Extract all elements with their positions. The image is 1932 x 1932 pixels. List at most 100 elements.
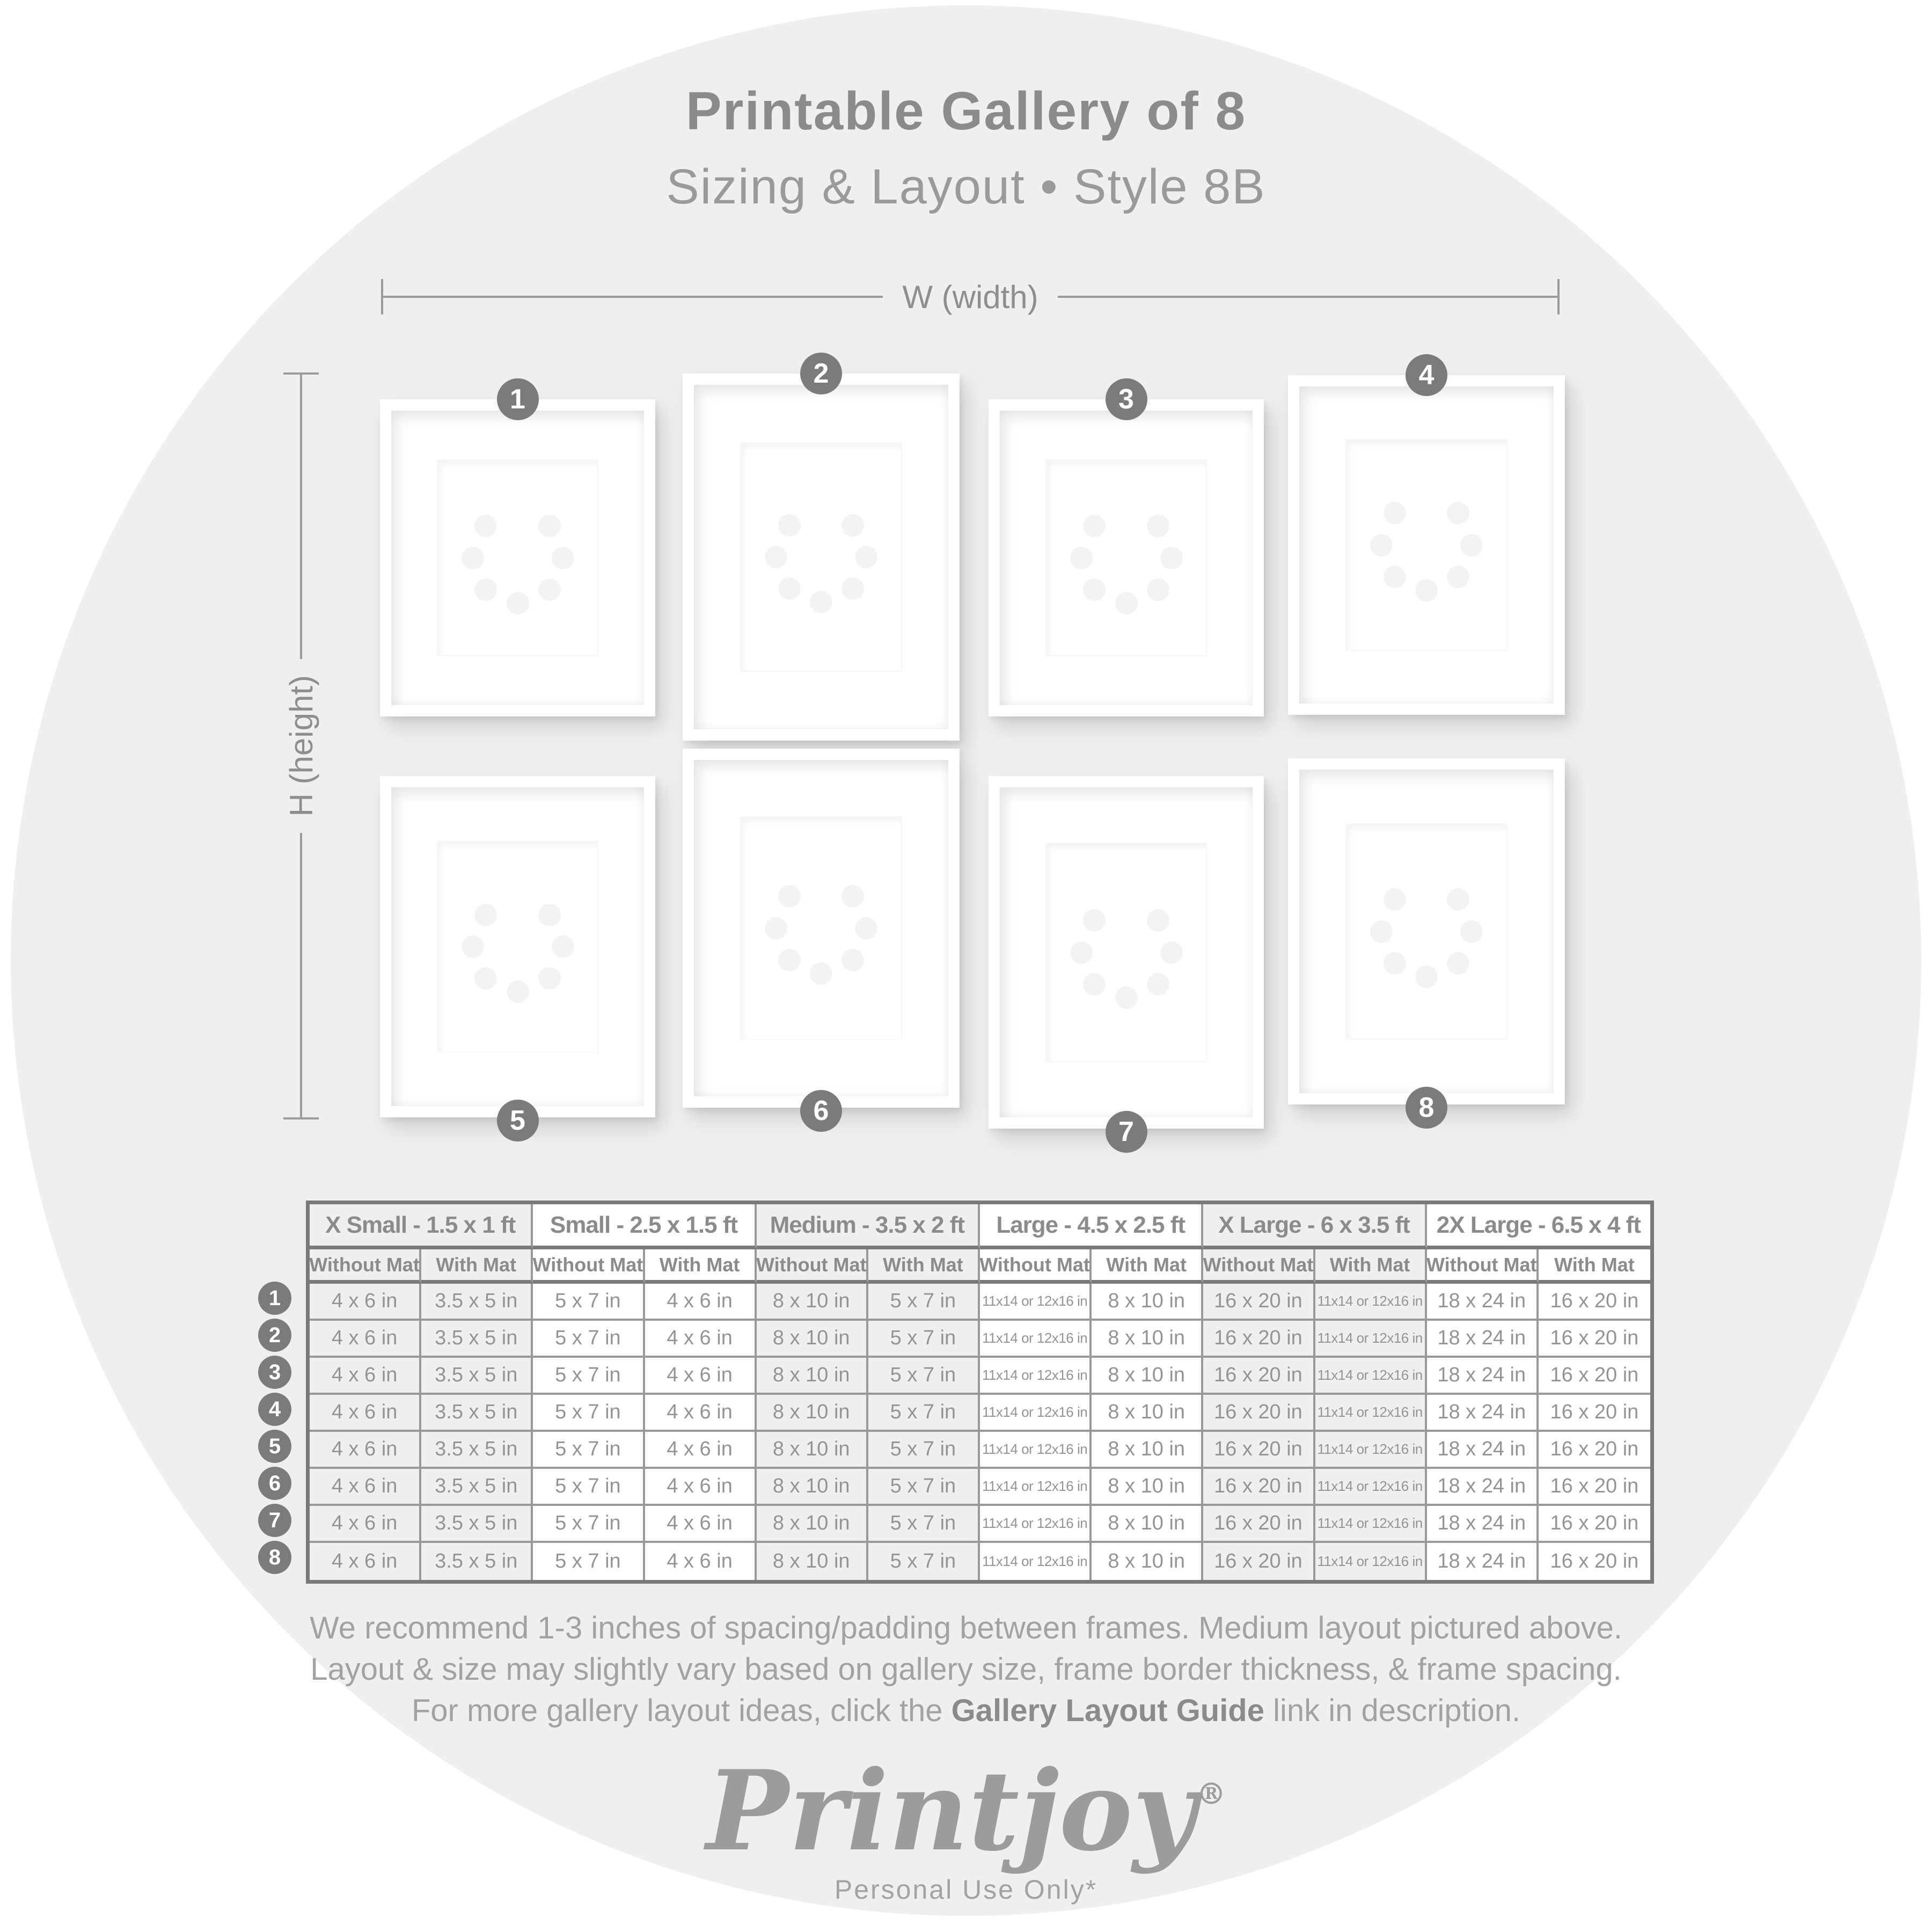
page-title: Printable Gallery of 8 [685,81,1247,141]
mat-subheader: Without Mat [980,1249,1092,1284]
size-cell: 3.5 x 5 in [421,1284,533,1321]
size-cell: 11x14 or 12x16 in [1315,1395,1427,1432]
placeholder-dot [855,917,877,940]
placeholder-dot [1370,920,1393,943]
mat-opening [1346,440,1507,650]
frame-number-badge: 2 [800,353,842,394]
size-cell: 5 x 7 in [533,1432,645,1469]
frame-number-badge: 6 [800,1090,842,1132]
gallery-frame-1: 1 [380,378,655,716]
frame-mat [1299,386,1554,704]
size-cell: 18 x 24 in [1426,1358,1539,1395]
size-cell: 5 x 7 in [868,1395,980,1432]
size-group-header: X Small - 1.5 x 1 ft [310,1204,533,1249]
placeholder-dot [1160,941,1183,964]
size-cell: 16 x 20 in [1538,1284,1650,1321]
placeholder-dot [1083,515,1106,538]
size-cell: 8 x 10 in [756,1432,868,1469]
placeholder-dot [1447,565,1470,588]
mat-opening [1046,843,1206,1062]
size-cell: 18 x 24 in [1426,1506,1539,1543]
size-cell: 16 x 20 in [1203,1543,1315,1580]
placeholder-dot [778,948,801,971]
placeholder-dot [1460,920,1483,943]
mat-subheader: Without Mat [1203,1249,1315,1284]
size-cell: 16 x 20 in [1203,1395,1315,1432]
mat-opening [438,841,597,1052]
size-cell: 4 x 6 in [645,1284,757,1321]
placeholder-dot [1115,986,1138,1009]
size-cell: 5 x 7 in [868,1506,980,1543]
size-cell: 3.5 x 5 in [421,1506,533,1543]
size-cell: 5 x 7 in [533,1358,645,1395]
placeholder-dot [1115,591,1138,614]
size-cell: 5 x 7 in [533,1469,645,1506]
mat-subheader: With Mat [1538,1249,1650,1284]
size-cell: 3.5 x 5 in [421,1395,533,1432]
size-cell: 18 x 24 in [1426,1469,1539,1506]
placeholder-dot [1146,909,1169,932]
width-line-segment [1057,296,1557,298]
width-dimension-line: W (width) [381,279,1560,315]
placeholder-dot [1083,909,1106,932]
size-cell: 4 x 6 in [645,1432,757,1469]
mat-subheader: Without Mat [533,1249,645,1284]
size-cell: 4 x 6 in [310,1358,422,1395]
size-cell: 16 x 20 in [1538,1469,1650,1506]
page-subtitle: Sizing & Layout • Style 8B [666,159,1266,214]
size-group-header: Medium - 3.5 x 2 ft [756,1204,980,1249]
size-cell: 8 x 10 in [1092,1543,1204,1580]
size-cell: 18 x 24 in [1426,1395,1539,1432]
size-cell: 5 x 7 in [868,1321,980,1358]
frame-mat [1000,411,1253,705]
size-cell: 16 x 20 in [1538,1432,1650,1469]
table-row-badge: 2 [258,1319,291,1352]
frame-number-badge: 3 [1105,378,1147,420]
table-row-badge: 1 [258,1282,291,1315]
placeholder-dot [538,903,561,926]
size-cell: 3.5 x 5 in [421,1358,533,1395]
size-cell: 16 x 20 in [1203,1506,1315,1543]
size-cell: 5 x 7 in [868,1469,980,1506]
mat-opening [1046,460,1206,655]
mat-subheader: Without Mat [1426,1249,1539,1284]
size-cell: 11x14 or 12x16 in [1315,1432,1427,1469]
placeholder-dot [551,935,574,958]
gallery-frame-8: 8 [1288,758,1565,1129]
size-cell: 4 x 6 in [310,1395,422,1432]
size-cell: 16 x 20 in [1538,1358,1650,1395]
size-cell: 4 x 6 in [645,1321,757,1358]
placeholder-dot [1083,972,1106,996]
personal-use-tagline: Personal Use Only* [834,1875,1098,1905]
size-cell: 8 x 10 in [756,1395,868,1432]
size-cell: 8 x 10 in [756,1469,868,1506]
frame-mat [1000,787,1253,1117]
size-cell: 5 x 7 in [533,1395,645,1432]
size-cell: 4 x 6 in [645,1543,757,1580]
table-row-badge: 6 [258,1467,291,1500]
size-cell: 16 x 20 in [1203,1358,1315,1395]
size-cell: 11x14 or 12x16 in [980,1395,1092,1432]
placeholder-dot [855,546,877,568]
size-cell: 16 x 20 in [1538,1321,1650,1358]
height-line-top-cap [283,372,319,375]
size-cell: 16 x 20 in [1538,1506,1650,1543]
footer-note-guide: For more gallery layout ideas, click the… [0,1693,1932,1729]
size-cell: 5 x 7 in [533,1506,645,1543]
size-cell: 8 x 10 in [756,1284,868,1321]
placeholder-dot [538,578,561,601]
size-cell: 4 x 6 in [310,1469,422,1506]
table-row-badge: 8 [258,1541,291,1574]
size-cell: 16 x 20 in [1203,1432,1315,1469]
background-circle [11,5,1921,1916]
placeholder-dot [1160,546,1183,569]
height-line-bottom-cap [283,1117,319,1119]
placeholder-dot [1447,888,1470,911]
frame-number-badge: 4 [1406,354,1447,396]
size-cell: 4 x 6 in [645,1395,757,1432]
size-cell: 18 x 24 in [1426,1284,1539,1321]
size-cell: 8 x 10 in [1092,1321,1204,1358]
placeholder-dot [1415,579,1438,602]
footer-guide-suffix: link in description. [1264,1693,1521,1728]
